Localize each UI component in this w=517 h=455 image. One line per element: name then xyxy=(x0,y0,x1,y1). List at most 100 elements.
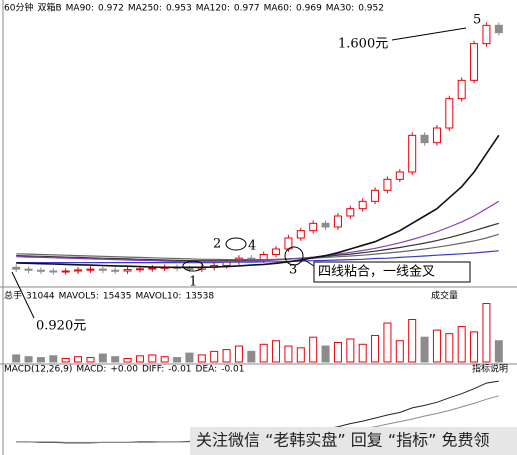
candle-body xyxy=(135,268,144,271)
header-text: DIFF: xyxy=(142,365,164,375)
volume-bar xyxy=(408,318,417,363)
header-text: MAVOL10: xyxy=(136,292,182,302)
volume-bar xyxy=(333,342,342,363)
header-text: MACD: xyxy=(76,365,106,375)
volume-bar xyxy=(74,356,83,363)
header-text: 0.977 xyxy=(234,4,260,14)
volume-bar xyxy=(111,356,120,363)
candle-body xyxy=(24,268,33,271)
candle-body xyxy=(74,269,83,272)
candle-body xyxy=(470,43,479,81)
candle-body xyxy=(185,267,194,270)
callout-box xyxy=(313,261,471,283)
header-text: MA250: xyxy=(128,4,162,14)
candle-body xyxy=(309,222,318,232)
candle-body xyxy=(86,268,95,271)
annotation: 1.600元 xyxy=(338,37,388,52)
candle-body xyxy=(98,268,107,271)
volume-bar xyxy=(470,331,479,363)
candle-body xyxy=(482,24,491,45)
header-text: +0.00 xyxy=(110,365,138,375)
volume-bar xyxy=(185,352,194,363)
volume-bar xyxy=(247,350,256,363)
volume-bar xyxy=(259,343,268,363)
header-text: 0.953 xyxy=(166,4,192,14)
volume-bar xyxy=(210,350,219,363)
annotation: 2 xyxy=(213,237,221,252)
header-text: 0.952 xyxy=(358,4,384,14)
volume-bar xyxy=(272,340,281,363)
volume-bar xyxy=(36,357,45,363)
volume-bar xyxy=(309,336,318,363)
panel-label: 成交量 xyxy=(431,290,458,302)
header-text: MA120: xyxy=(196,4,230,14)
ma-line xyxy=(16,134,500,269)
header-text: MA60: xyxy=(264,4,292,14)
candle-body xyxy=(49,270,58,273)
arrow xyxy=(11,271,35,319)
candle-body xyxy=(61,270,70,273)
volume-bar xyxy=(494,340,503,363)
annotation: 5 xyxy=(473,13,481,28)
marker xyxy=(225,237,247,251)
candle-body xyxy=(36,269,45,272)
volume-bar xyxy=(284,345,293,363)
ma-line xyxy=(16,233,499,261)
candle-body xyxy=(111,269,120,272)
volume-bar xyxy=(383,322,392,363)
volume-bar xyxy=(432,329,441,363)
candle-body xyxy=(494,24,503,34)
marker xyxy=(182,260,204,272)
header-text: 双箱B xyxy=(37,2,61,14)
header-text: DEA: xyxy=(196,365,218,375)
candle-body xyxy=(333,215,342,228)
candle-body xyxy=(272,248,281,255)
volume-bar xyxy=(296,347,305,363)
volume-bar xyxy=(445,333,454,363)
annotation: 四线粘合，一线金叉 xyxy=(318,264,435,280)
panel-label: 指标说明 xyxy=(472,363,508,375)
candle-body xyxy=(395,171,404,180)
header-text: -0.01 xyxy=(168,365,191,375)
annotation: 3 xyxy=(289,263,297,278)
candle-body xyxy=(383,178,392,191)
header-text: 15435 xyxy=(103,292,132,302)
volume-bar xyxy=(321,345,330,363)
candle-body xyxy=(346,208,355,217)
header-text: 31044 xyxy=(26,292,55,302)
candle-body xyxy=(123,269,132,272)
volume-bar xyxy=(160,356,169,363)
header-text: MACD(12,26,9) xyxy=(4,365,72,375)
ma-line xyxy=(16,250,499,264)
header-text: 13538 xyxy=(185,292,214,302)
watermark: 关注微信 “老韩实盘” 回复 “指标” 免费领 xyxy=(196,431,490,450)
candle-body xyxy=(371,189,380,202)
header-text: -0.01 xyxy=(221,365,244,375)
header-text: MA90: xyxy=(66,4,94,14)
candle-body xyxy=(420,134,429,144)
arrow xyxy=(391,27,467,41)
header-text: 总手 xyxy=(4,290,22,302)
candle-body xyxy=(445,98,454,129)
volume-bar xyxy=(371,334,380,363)
volume-bar xyxy=(234,345,243,363)
arrow xyxy=(302,258,315,267)
volume-bar xyxy=(457,326,466,363)
watermark-box xyxy=(190,427,517,455)
candle-body xyxy=(432,127,441,144)
volume-bar xyxy=(135,355,144,363)
volume-bar xyxy=(358,343,367,363)
header-text: 60分钟 xyxy=(4,2,33,14)
candle-body xyxy=(12,266,21,270)
volume-bar xyxy=(12,354,21,363)
candle-body xyxy=(296,230,305,239)
candle-body xyxy=(457,79,466,100)
candle-body xyxy=(148,267,157,270)
annotation: 1 xyxy=(189,275,197,290)
header-text: 0.969 xyxy=(296,4,322,14)
volume-bar xyxy=(98,353,107,363)
volume-bar xyxy=(61,357,70,363)
volume-bar xyxy=(49,355,58,363)
